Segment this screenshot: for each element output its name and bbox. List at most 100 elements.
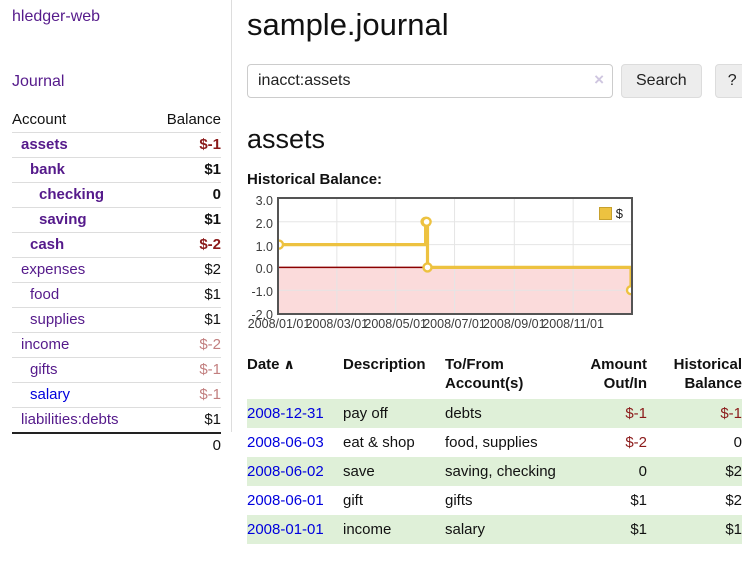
account-link-expenses[interactable]: expenses — [21, 261, 86, 278]
transaction-balance: $2 — [725, 492, 742, 509]
x-tick-label: 2008/01/01 — [247, 317, 311, 331]
transaction-date-link[interactable]: 2008-06-01 — [247, 492, 324, 509]
account-balance: $1 — [204, 286, 221, 303]
account-link-bank[interactable]: bank — [30, 161, 66, 178]
account-balance: $1 — [204, 311, 221, 328]
transaction-balance: $-1 — [720, 405, 742, 422]
chart-plot-area: 3.0 2.0 1.0 0.0 -1.0 -2.0 $ — [251, 194, 633, 322]
chart-y-axis-labels: 3.0 2.0 1.0 0.0 -1.0 -2.0 — [245, 194, 273, 322]
transaction-date-link[interactable]: 2008-12-31 — [247, 405, 324, 422]
account-link-saving[interactable]: saving — [39, 211, 87, 228]
transaction-row: 2008-06-03 eat & shop food, supplies $-2 0 — [247, 428, 742, 457]
account-row: assets $-1 — [12, 132, 221, 158]
transaction-amount: $1 — [630, 521, 647, 538]
x-tick-label: 2008/03/01 — [305, 317, 369, 331]
account-link-assets[interactable]: assets — [21, 136, 68, 153]
transaction-accounts: debts — [445, 405, 482, 422]
y-tick-label: 2.0 — [255, 216, 273, 231]
account-link-food[interactable]: food — [30, 286, 60, 303]
col-date[interactable]: Date ∧ — [247, 356, 295, 373]
transaction-row: 2008-12-31 pay off debts $-1 $-1 — [247, 399, 742, 428]
account-link-supplies[interactable]: supplies — [30, 311, 86, 328]
transaction-date-link[interactable]: 2008-06-03 — [247, 434, 324, 451]
accounts-table: Account Balance assets $-1 bank $1 checking 0… — [12, 108, 221, 458]
legend-series-label: $ — [615, 206, 623, 221]
x-tick-label: 2008/11/01 — [542, 317, 604, 331]
transaction-amount: $-1 — [625, 405, 647, 422]
account-balance: $1 — [204, 411, 221, 428]
chart-x-axis-labels: 2008/01/01 2008/03/01 2008/05/01 2008/07/01… — [248, 317, 633, 335]
register-table: Date ∧ Description To/From Account(s) Amo… — [247, 351, 742, 544]
account-row: food $1 — [12, 282, 221, 308]
account-balance: $1 — [204, 161, 221, 178]
account-row: expenses $2 — [12, 257, 221, 283]
transaction-date-link[interactable]: 2008-01-01 — [247, 521, 324, 538]
account-balance: $2 — [204, 261, 221, 278]
search-input[interactable] — [247, 64, 613, 98]
transaction-balance: 0 — [733, 434, 742, 451]
chart-legend: $ — [598, 206, 623, 221]
page-title: sample.journal — [247, 7, 449, 42]
sidebar: hledger-web Journal Account Balance asse… — [0, 0, 232, 458]
account-balance: $-1 — [199, 136, 221, 153]
account-link-gifts[interactable]: gifts — [30, 361, 58, 378]
account-row: liabilities:debts $1 — [12, 407, 221, 433]
transaction-description: eat & shop — [343, 434, 415, 451]
transaction-description: gift — [343, 492, 364, 509]
chart-title: Historical Balance: — [247, 171, 383, 188]
account-link-cash[interactable]: cash — [30, 236, 65, 253]
transaction-date-link[interactable]: 2008-06-02 — [247, 463, 324, 480]
account-link-salary[interactable]: salary — [30, 386, 71, 403]
brand-link[interactable]: hledger-web — [12, 8, 101, 25]
x-tick-label: 2008/05/01 — [364, 317, 427, 331]
app-layout: hledger-web Journal Account Balance asse… — [0, 0, 742, 544]
account-heading: assets — [247, 124, 326, 154]
main-content: sample.journal × Search ? assets Histori… — [232, 0, 742, 544]
accounts-col-account: Account — [12, 111, 67, 128]
col-amount: Amount Out/In — [590, 356, 647, 392]
y-tick-label: 1.0 — [255, 239, 273, 254]
sidebar-item-journal[interactable]: Journal — [12, 73, 65, 90]
data-point-marker — [422, 262, 433, 273]
transaction-amount: $1 — [630, 492, 647, 509]
account-link-checking[interactable]: checking — [39, 186, 105, 203]
account-balance: $-2 — [199, 336, 221, 353]
account-balance: $-2 — [199, 236, 221, 253]
balance-chart: 3.0 2.0 1.0 0.0 -1.0 -2.0 $ 2008/01/01 2008/03… — [248, 194, 633, 335]
col-description: Description — [343, 356, 426, 373]
account-row: bank $1 — [12, 157, 221, 183]
account-balance: $1 — [204, 211, 221, 228]
transaction-row: 2008-06-01 gift gifts $1 $2 — [247, 486, 742, 515]
account-row: cash $-2 — [12, 232, 221, 258]
account-row: checking 0 — [12, 182, 221, 208]
register-header-row: Date ∧ Description To/From Account(s) Amo… — [247, 351, 742, 399]
account-row: income $-2 — [12, 332, 221, 358]
account-link-income[interactable]: income — [21, 336, 70, 353]
col-balance: Historical Balance — [673, 356, 742, 392]
transaction-balance: $1 — [725, 521, 742, 538]
y-tick-label: -1.0 — [251, 285, 273, 300]
transaction-description: save — [343, 463, 375, 480]
transaction-description: pay off — [343, 405, 388, 422]
clear-search-icon[interactable]: × — [594, 70, 604, 89]
transaction-amount: $-2 — [625, 434, 647, 451]
account-link-liabilities-debts[interactable]: liabilities:debts — [21, 411, 119, 428]
account-balance: 0 — [212, 186, 221, 203]
legend-swatch-icon — [598, 207, 612, 220]
search-help-button[interactable]: ? — [714, 64, 742, 98]
transaction-row: 2008-06-02 save saving, checking 0 $2 — [247, 457, 742, 486]
account-row: saving $1 — [12, 207, 221, 233]
account-balance: $-1 — [199, 386, 221, 403]
transaction-accounts: saving, checking — [445, 463, 556, 480]
chart-canvas — [279, 199, 631, 313]
search-button[interactable]: Search — [621, 64, 702, 98]
account-balance: $-1 — [199, 361, 221, 378]
transaction-balance: $2 — [725, 463, 742, 480]
y-tick-label: 3.0 — [255, 194, 273, 208]
accounts-total: 0 — [150, 432, 221, 458]
transaction-description: income — [343, 521, 392, 538]
transaction-accounts: salary — [445, 521, 486, 538]
transaction-row: 2008-01-01 income salary $1 $1 — [247, 515, 742, 544]
data-point-marker — [625, 285, 631, 296]
y-tick-label: -2.0 — [251, 308, 273, 322]
